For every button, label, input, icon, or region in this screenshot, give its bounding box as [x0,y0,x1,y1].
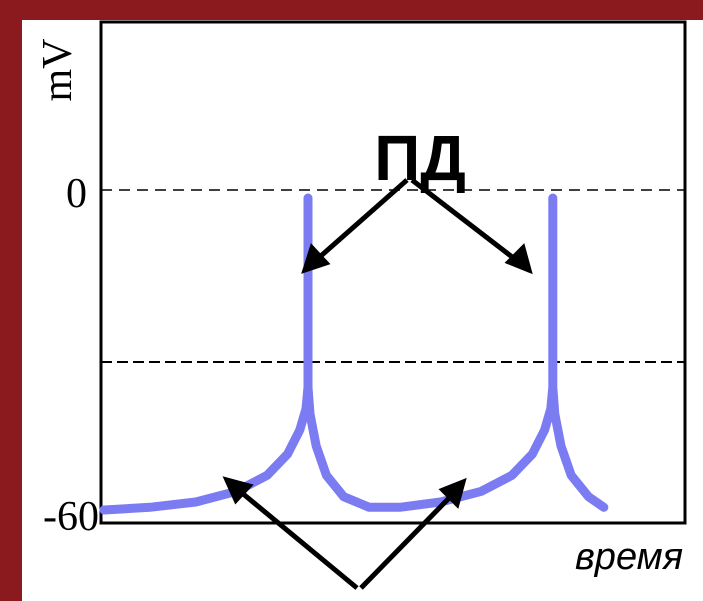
annotation-arrows-spikes [301,178,533,275]
arrow-to-first-ramp [234,486,359,590]
arrow-to-second-ramp [359,490,457,590]
frame-top-band [0,0,703,20]
x-axis-label: время [575,536,683,578]
annotation-arrows-depolarization [222,476,467,590]
y-axis-label: mV [35,39,81,102]
membrane-potential-trace [99,193,609,515]
y-tick-label-0: 0 [66,171,87,217]
arrow-head-first-spike [301,243,331,274]
arrow-head-first-ramp [222,476,254,505]
arrow-head-second-spike [504,243,533,275]
frame-left-band [0,0,22,601]
arrow-to-second-spike [410,178,522,265]
arrow-head-second-ramp [438,477,467,509]
arrow-to-first-spike [312,178,409,264]
plot-border [99,20,687,525]
y-tick-label-minus60: -60 [43,494,99,540]
annotation-label-pd: ПД [374,122,466,194]
